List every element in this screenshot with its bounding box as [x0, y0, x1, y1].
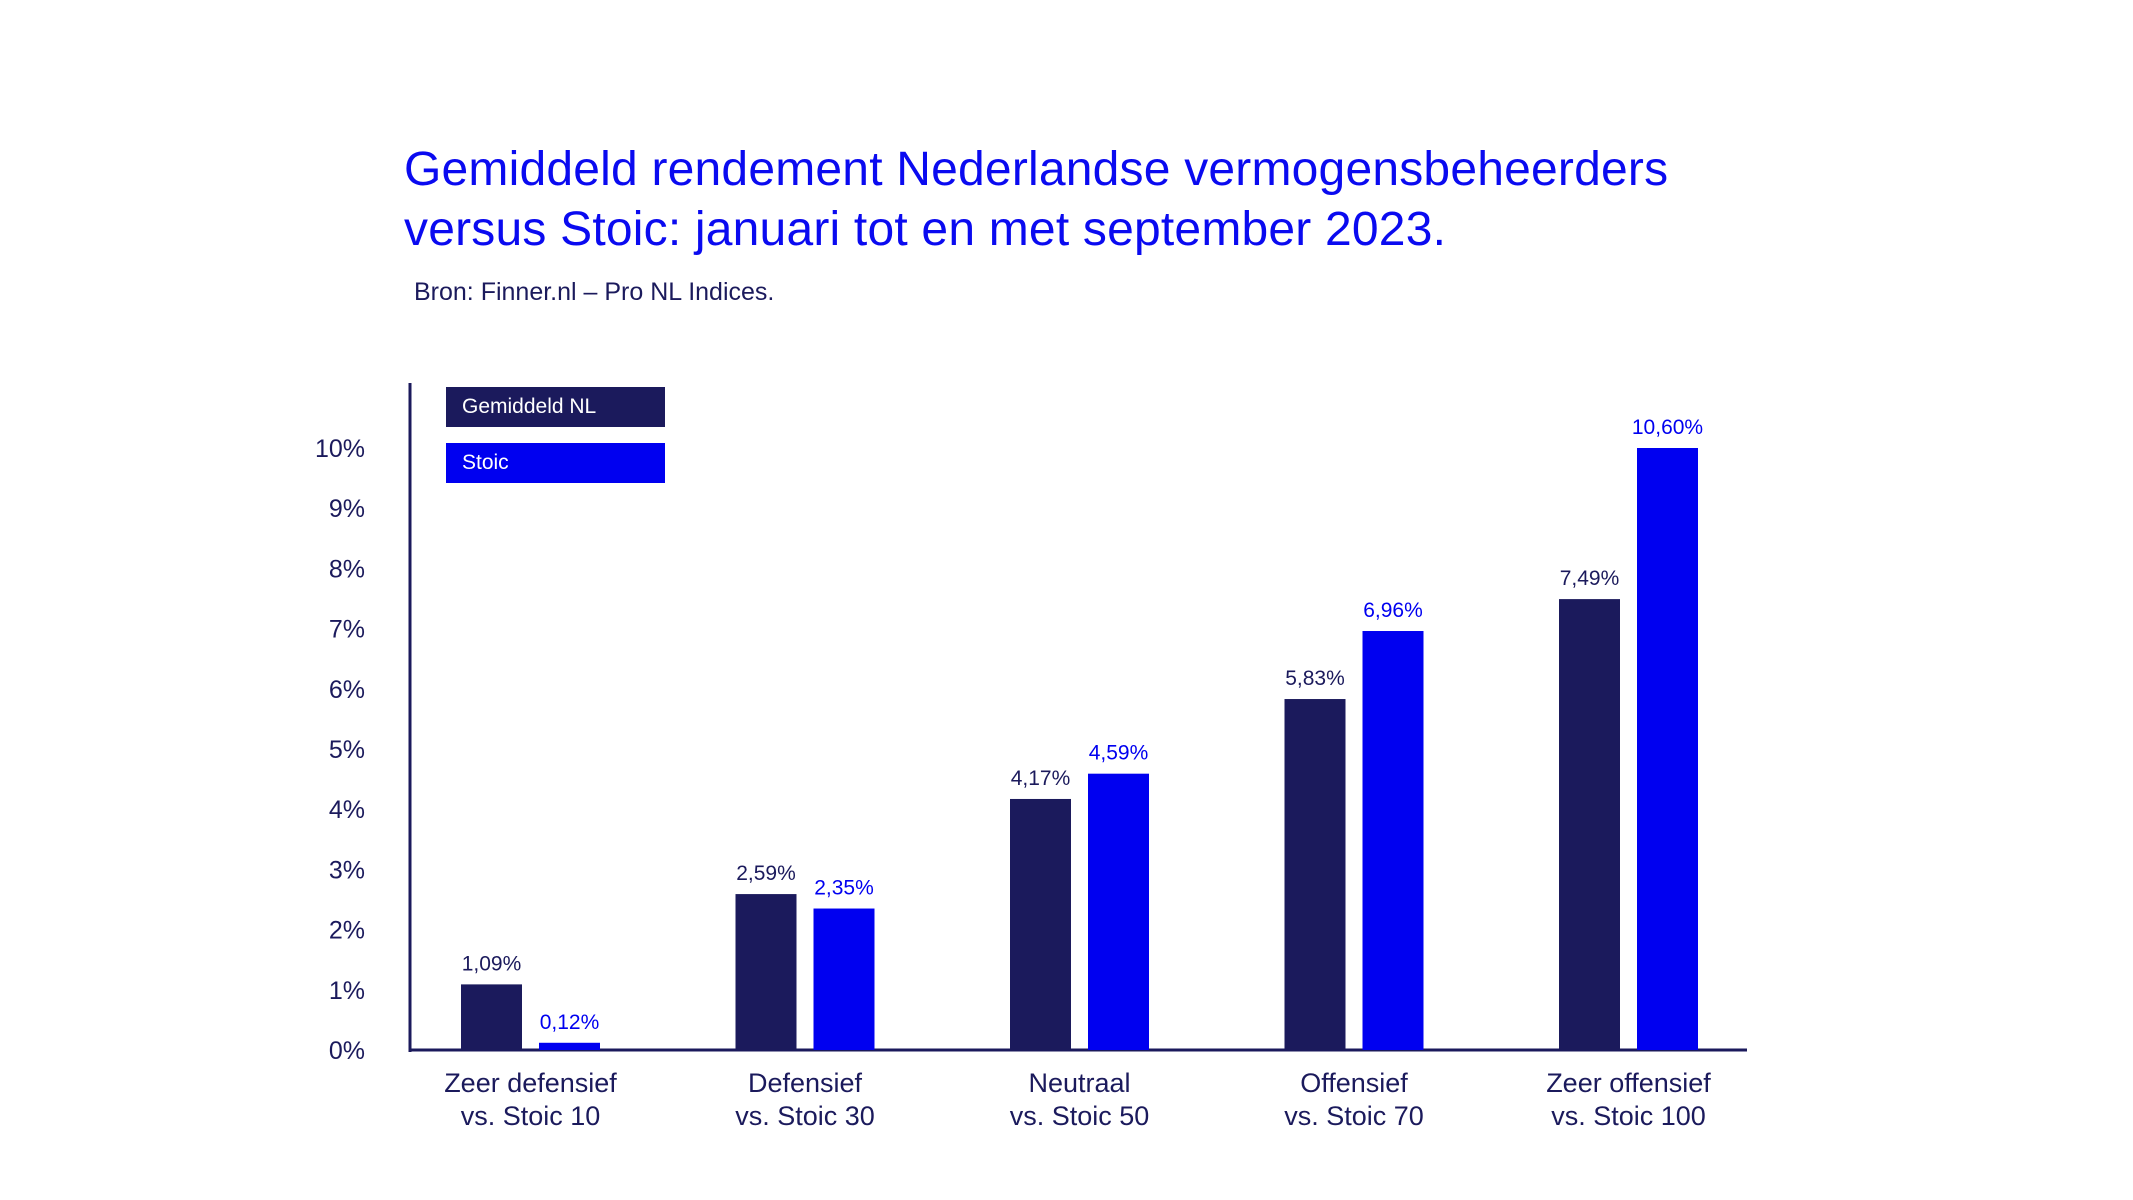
x-category-label: Neutraal: [1028, 1068, 1130, 1098]
x-category-label: Zeer defensief: [444, 1068, 617, 1098]
y-tick-label: 7%: [329, 616, 365, 644]
legend-item-stoic: Stoic: [446, 443, 665, 483]
bar-value-label: 6,96%: [1363, 599, 1423, 622]
y-tick-label: 2%: [329, 917, 365, 945]
chart-source: Bron: Finner.nl – Pro NL Indices.: [414, 278, 775, 306]
legend-item-gemiddeld-nl: Gemiddeld NL: [446, 387, 665, 427]
bar-value-label: 4,17%: [1011, 767, 1071, 790]
bar-value-label: 10,60%: [1632, 416, 1703, 439]
bar-value-label: 2,35%: [814, 877, 874, 900]
bar-gemiddeld-nl: [735, 894, 797, 1050]
bar-stoic: [539, 1042, 600, 1050]
legend-label-gemiddeld-nl: Gemiddeld NL: [462, 395, 597, 418]
y-tick-label: 3%: [329, 856, 365, 884]
bar-stoic: [1088, 773, 1149, 1050]
y-tick-label: 4%: [329, 796, 365, 824]
y-tick-label: 10%: [315, 435, 365, 463]
bar-gemiddeld-nl: [1010, 798, 1071, 1050]
bar-gemiddeld-nl: [1559, 599, 1620, 1050]
bar-value-label: 7,49%: [1560, 567, 1620, 590]
x-category-label: vs. Stoic 30: [735, 1101, 875, 1131]
y-tick-label: 1%: [329, 977, 365, 1005]
y-tick-label: 8%: [329, 555, 365, 583]
x-category-label: vs. Stoic 50: [1010, 1101, 1150, 1131]
bar-stoic: [813, 908, 875, 1050]
bar-stoic: [1637, 448, 1698, 1050]
y-tick-label: 9%: [329, 495, 365, 523]
bar-stoic: [1362, 631, 1424, 1050]
y-tick-label: 6%: [329, 676, 365, 704]
bar-value-label: 0,12%: [540, 1011, 600, 1034]
x-category-label: vs. Stoic 70: [1284, 1101, 1424, 1131]
bar-value-label: 2,59%: [736, 862, 796, 885]
x-category-label: vs. Stoic 10: [461, 1101, 601, 1131]
bar-gemiddeld-nl: [1284, 699, 1346, 1050]
x-category-label: Defensief: [748, 1068, 863, 1098]
chart-title: Gemiddeld rendement Nederlandse vermogen…: [404, 140, 1804, 260]
x-category-label: Offensief: [1300, 1068, 1408, 1098]
bar-value-label: 5,83%: [1285, 667, 1345, 690]
legend-label-stoic: Stoic: [462, 451, 509, 474]
chart-title-line-1: Gemiddeld rendement Nederlandse vermogen…: [404, 143, 1669, 196]
chart-title-line-2: versus Stoic: januari tot en met septemb…: [404, 203, 1447, 256]
y-tick-label: 5%: [329, 736, 365, 764]
bar-value-label: 1,09%: [462, 952, 522, 975]
bar-value-label: 4,59%: [1089, 742, 1149, 765]
x-category-label: vs. Stoic 100: [1551, 1101, 1706, 1131]
y-tick-label: 0%: [329, 1037, 365, 1065]
x-category-label: Zeer offensief: [1546, 1068, 1711, 1098]
bar-gemiddeld-nl: [461, 984, 522, 1050]
